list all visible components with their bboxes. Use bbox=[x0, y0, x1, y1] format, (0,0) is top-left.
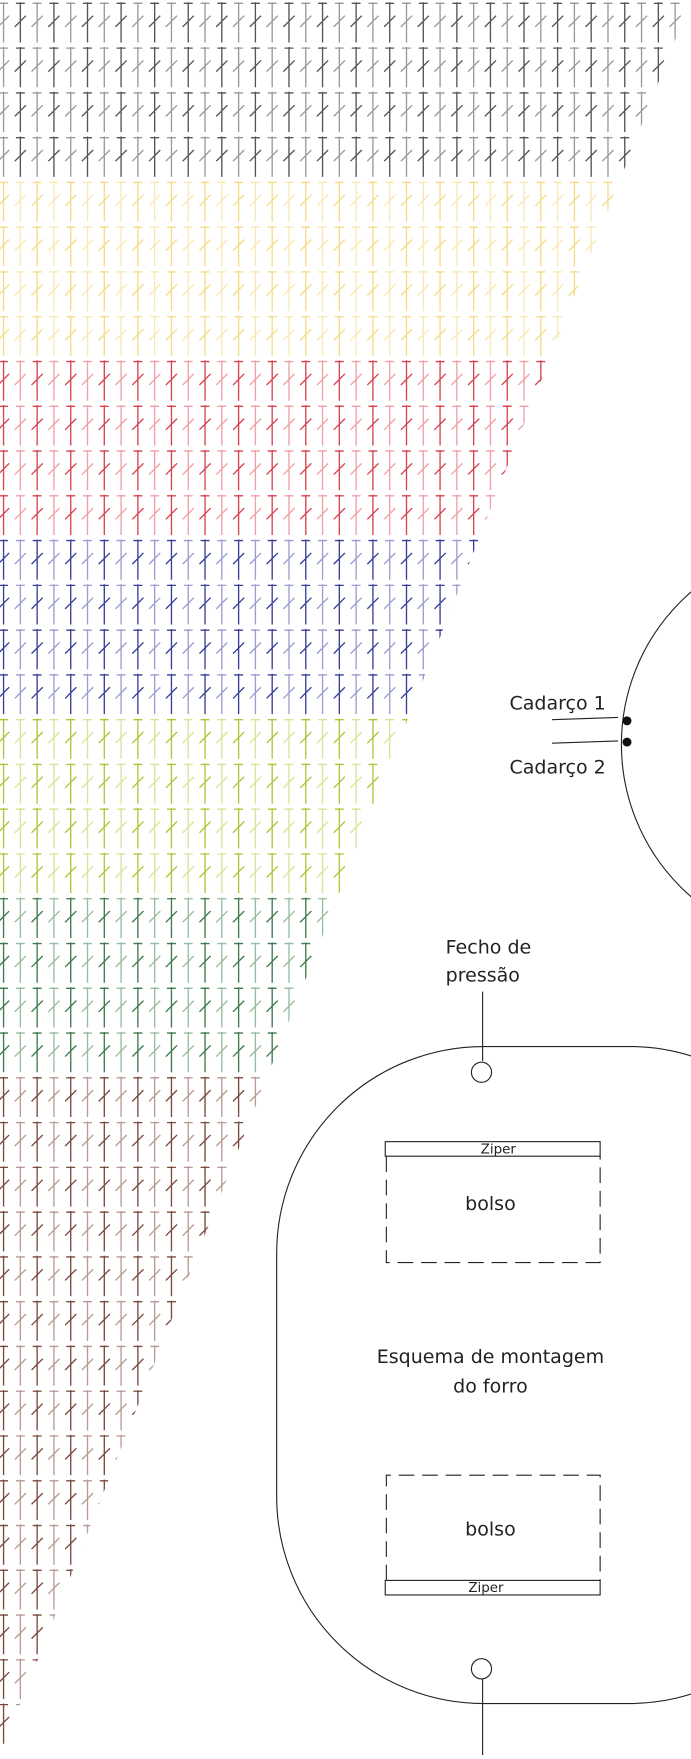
stitch-row bbox=[0, 316, 546, 356]
stitch-row bbox=[0, 584, 446, 624]
stitch-row bbox=[0, 1524, 76, 1564]
stitch-row bbox=[15, 629, 429, 669]
stitch-row bbox=[15, 987, 295, 1027]
stitch-row bbox=[0, 719, 412, 759]
stitch-row bbox=[0, 942, 311, 982]
stitch-row bbox=[15, 1480, 93, 1520]
pocket-label: bolso bbox=[465, 1193, 516, 1215]
stitch-row bbox=[0, 674, 412, 714]
stitch-row bbox=[15, 808, 362, 848]
stitch-row bbox=[15, 1659, 26, 1699]
diagram: Cadarço 1 Cadarço 2 Fecho de pressão Zip… bbox=[0, 0, 691, 1755]
stitch-row bbox=[0, 808, 345, 848]
stitch-row bbox=[15, 942, 295, 982]
stitch-row bbox=[0, 1614, 43, 1654]
stitch-row bbox=[0, 47, 647, 87]
lace-label: Cadarço 2 bbox=[509, 756, 605, 778]
stitch-row bbox=[0, 137, 614, 177]
stitch-row bbox=[15, 674, 429, 714]
stitch-row bbox=[15, 137, 631, 177]
stitch-row bbox=[0, 1301, 177, 1341]
stitch-row bbox=[0, 1211, 211, 1251]
stitch-row bbox=[0, 1390, 143, 1430]
stitch-row bbox=[15, 1166, 228, 1206]
stitch-row bbox=[15, 316, 563, 356]
stitch-row bbox=[0, 181, 614, 221]
stitch-row bbox=[0, 1256, 177, 1296]
clasp-label: pressão bbox=[446, 964, 520, 986]
lining-title: Esquema de montagem bbox=[377, 1346, 604, 1368]
stitch-row bbox=[0, 1345, 143, 1385]
lining-title: do forro bbox=[453, 1375, 528, 1397]
stitch-row bbox=[0, 853, 345, 893]
stitch-row bbox=[0, 539, 479, 579]
stitch-row bbox=[15, 450, 496, 490]
stitch-row bbox=[0, 405, 513, 445]
clasp bbox=[471, 1659, 491, 1679]
stitch-row bbox=[15, 763, 362, 803]
lace-dot bbox=[623, 716, 632, 725]
stitch-row bbox=[0, 1435, 110, 1475]
lace-dot bbox=[623, 738, 632, 747]
zipper-label: Ziper bbox=[481, 1142, 517, 1157]
stitch-row bbox=[0, 92, 647, 132]
stitch-row bbox=[0, 1077, 244, 1117]
clasp bbox=[471, 1062, 491, 1082]
crochet-chart bbox=[0, 0, 691, 1755]
stitch-row bbox=[15, 271, 563, 311]
stitch-row bbox=[0, 898, 311, 938]
stitch-row bbox=[15, 495, 496, 535]
stitch-row bbox=[0, 2, 681, 42]
stitch-row bbox=[0, 1480, 110, 1520]
page: Cadarço 1 Cadarço 2 Fecho de pressão Zip… bbox=[0, 0, 691, 1755]
pocket-label: bolso bbox=[465, 1519, 516, 1541]
stitch-row bbox=[0, 495, 479, 535]
lace-label: Cadarço 1 bbox=[509, 693, 605, 715]
stitch-row bbox=[0, 629, 446, 669]
zipper-label: Ziper bbox=[468, 1581, 504, 1596]
stitch-row bbox=[0, 450, 513, 490]
clasp-label: Fecho de bbox=[446, 937, 532, 959]
stitch-row bbox=[0, 1166, 211, 1206]
stitch-row bbox=[0, 360, 546, 400]
stitch-row bbox=[0, 987, 278, 1027]
stitch-row bbox=[0, 1032, 278, 1072]
stitch-row bbox=[15, 1121, 228, 1161]
stitch-row bbox=[0, 1121, 244, 1161]
stitch-row bbox=[15, 92, 631, 132]
